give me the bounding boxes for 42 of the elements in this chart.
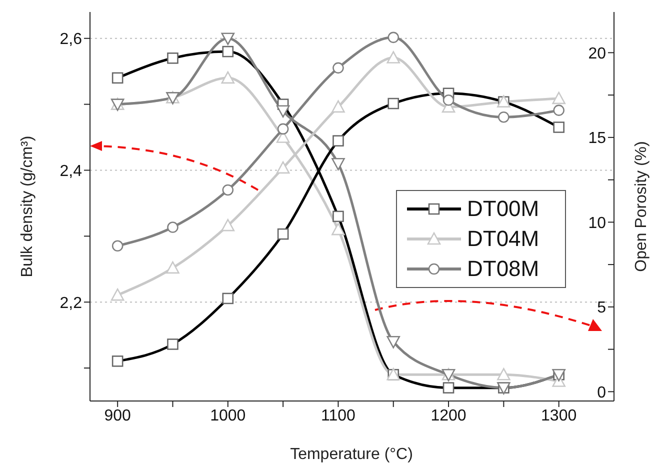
y-tick-label: 2,2 bbox=[60, 294, 82, 312]
point bbox=[276, 105, 290, 118]
legend-label: DT00M bbox=[467, 196, 540, 222]
x-tick-label: 1300 bbox=[541, 407, 577, 424]
y2-tick-label: 0 bbox=[597, 384, 606, 402]
y2-tick-label: 20 bbox=[588, 45, 606, 62]
point bbox=[498, 111, 510, 123]
point bbox=[112, 240, 124, 252]
x-tick-label: 1200 bbox=[430, 407, 466, 424]
y-tick-label: 2,4 bbox=[60, 162, 82, 180]
legend-label: DT08M bbox=[467, 256, 540, 282]
point bbox=[167, 222, 178, 233]
point bbox=[386, 51, 400, 64]
point bbox=[277, 123, 289, 135]
point bbox=[221, 71, 235, 84]
point bbox=[388, 32, 400, 44]
point bbox=[552, 92, 566, 104]
point bbox=[553, 104, 564, 116]
x-tick-label: 1100 bbox=[321, 407, 356, 424]
x-tick-label: 900 bbox=[104, 407, 132, 424]
point bbox=[386, 336, 400, 348]
legend-label: DT04M bbox=[467, 226, 540, 252]
point bbox=[332, 158, 345, 170]
y2-axis-title: Open Porosity (%) bbox=[633, 141, 650, 272]
y-axis-title: Bulk density (g/cm³) bbox=[19, 136, 36, 278]
point bbox=[332, 62, 344, 74]
point bbox=[166, 261, 180, 274]
y2-tick-label: 10 bbox=[588, 214, 606, 232]
y-tick-label: 2,6 bbox=[60, 31, 82, 48]
point bbox=[442, 94, 454, 106]
point bbox=[221, 32, 235, 46]
x-axis-title: Temperature (°C) bbox=[290, 446, 413, 463]
point bbox=[110, 288, 124, 301]
point bbox=[222, 184, 234, 196]
point bbox=[497, 368, 510, 380]
point bbox=[221, 218, 235, 232]
point bbox=[332, 222, 345, 236]
y2-tick-label: 15 bbox=[588, 130, 606, 148]
point bbox=[276, 161, 290, 174]
point bbox=[332, 100, 345, 113]
y2-tick-label: 5 bbox=[597, 300, 606, 317]
x-tick-label: 1000 bbox=[210, 407, 246, 424]
